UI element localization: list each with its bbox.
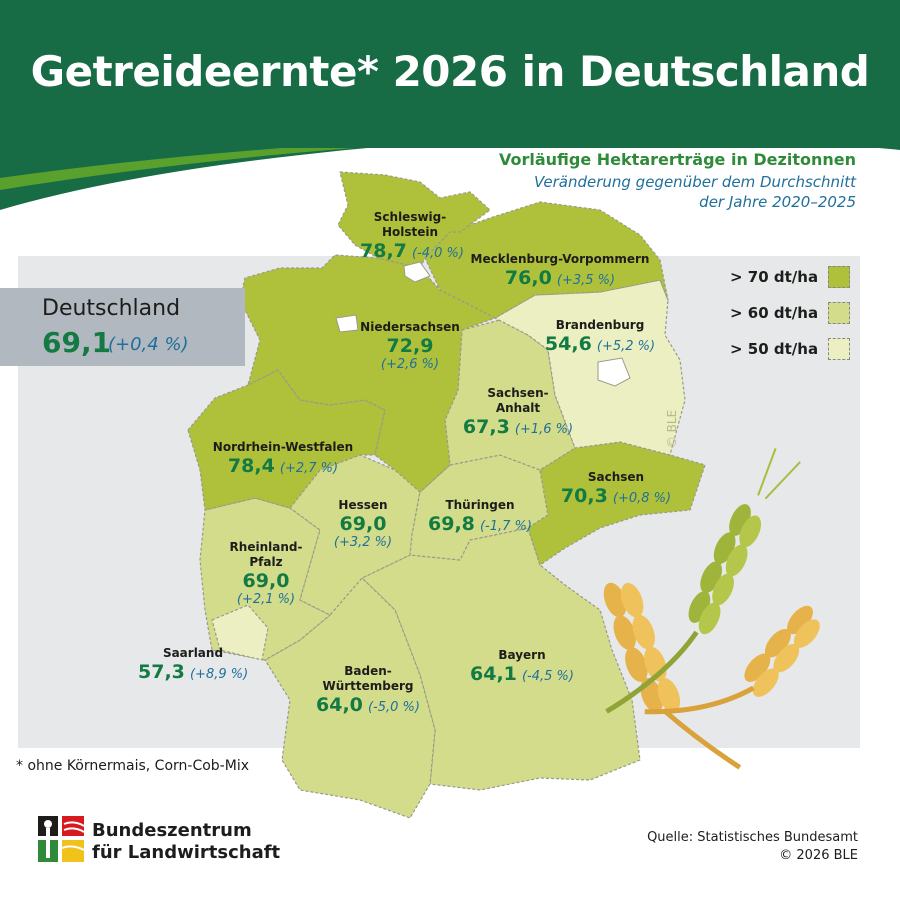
- legend-item-70: > 70 dt/ha: [730, 266, 850, 290]
- state-value: 54,6: [544, 333, 592, 355]
- state-name: Saarland: [162, 646, 224, 660]
- state-name: Sachsen: [587, 470, 645, 484]
- label-sachsen: Sachsen 70,3 (+0,8 %): [556, 470, 676, 507]
- logo-text-line2: für Landwirtschaft: [92, 842, 281, 863]
- state-value: 69,8: [428, 513, 475, 535]
- state-change: (+2,6 %): [380, 357, 440, 372]
- source-text: Quelle: Statistisches Bundesamt: [647, 830, 858, 845]
- national-name: Deutschland: [42, 296, 181, 321]
- legend-swatch: [828, 266, 850, 288]
- legend-item-50: > 50 dt/ha: [730, 338, 850, 362]
- state-value: 76,0: [504, 267, 552, 289]
- ble-logo-icon: [38, 816, 84, 862]
- state-change: (+2,7 %): [279, 461, 339, 476]
- national-box: [0, 288, 245, 366]
- state-value: 67,3: [462, 416, 510, 438]
- label-sachsen-anhalt: Sachsen- Anhalt 67,3 (+1,6 %): [458, 386, 578, 438]
- legend-item-60: > 60 dt/ha: [730, 302, 850, 326]
- state-mecklenburg-vorpommern: [424, 201, 669, 319]
- state-change: (+2,1 %): [236, 592, 296, 607]
- subtitle-change: Veränderung gegenüber dem Durchschnitt d…: [496, 172, 856, 212]
- footnote: * ohne Körnermais, Corn-Cob-Mix: [16, 758, 249, 774]
- subtitle: Vorläufige Hektarerträge in Dezitonnen: [498, 150, 856, 169]
- watermark: © BLE: [665, 409, 680, 449]
- state-value: 64,0: [316, 694, 363, 716]
- state-thueringen: [409, 454, 549, 561]
- state-name: Brandenburg: [555, 318, 645, 332]
- state-nordrhein-westfalen: [187, 369, 386, 511]
- label-brandenburg: Brandenburg 54,6 (+5,2 %): [540, 318, 660, 355]
- state-change: (+8,9 %): [189, 667, 249, 682]
- state-value: 78,7: [360, 240, 407, 262]
- state-name: Sachsen-: [487, 386, 549, 400]
- state-name-2: Pfalz: [249, 555, 283, 569]
- wheat-illustration: [603, 447, 820, 770]
- page-title: Getreideernte* 2026 in Deutschland: [30, 47, 870, 96]
- state-name-2: Holstein: [381, 225, 439, 239]
- label-rheinland-pfalz: Rheinland- Pfalz 69,0 (+2,1 %): [226, 540, 306, 607]
- state-niedersachsen: [239, 254, 496, 493]
- legend-label: > 70 dt/ha: [730, 268, 819, 286]
- state-change: (+3,2 %): [333, 535, 393, 550]
- state-change: (-5,0 %): [367, 700, 420, 715]
- state-name-2: Anhalt: [495, 401, 541, 415]
- label-bayern: Bayern 64,1 (-4,5 %): [462, 648, 582, 685]
- legend-swatch: [828, 338, 850, 360]
- state-name: Rheinland-: [229, 540, 303, 554]
- state-change: (-4,0 %): [411, 246, 464, 261]
- label-saarland: Saarland 57,3 (+8,9 %): [138, 646, 248, 683]
- state-value: 78,4: [227, 455, 275, 477]
- state-value: 57,3: [138, 661, 185, 683]
- state-change: (+3,5 %): [556, 273, 616, 288]
- state-change: (+0,8 %): [612, 491, 672, 506]
- state-change: (-1,7 %): [479, 519, 532, 534]
- berlin-hole: [597, 357, 631, 387]
- state-name: Schleswig-: [373, 210, 447, 224]
- state-name: Nordrhein-Westfalen: [212, 440, 354, 454]
- label-niedersachsen: Niedersachsen 72,9 (+2,6 %): [350, 320, 470, 372]
- state-value: 69,0: [242, 570, 290, 592]
- state-name: Niedersachsen: [360, 320, 460, 334]
- state-saarland: [211, 604, 269, 661]
- state-change: (+5,2 %): [596, 339, 656, 354]
- national-change: (+0,4 %): [108, 334, 189, 355]
- hamburg-hole: [403, 261, 431, 283]
- label-baden-wuerttemberg: Baden- Württemberg 64,0 (-5,0 %): [308, 664, 428, 716]
- legend-label: > 50 dt/ha: [730, 340, 819, 358]
- logo-text-line1: Bundeszentrum: [92, 820, 252, 841]
- state-value: 69,0: [339, 513, 387, 535]
- state-name: Baden-: [344, 664, 392, 678]
- state-value: 72,9: [386, 335, 434, 357]
- label-schleswig-holstein: Schleswig- Holstein 78,7 (-4,0 %): [360, 210, 464, 262]
- copyright-text: © 2026 BLE: [779, 848, 858, 863]
- state-change: (-4,5 %): [521, 669, 574, 684]
- state-value: 64,1: [470, 663, 517, 685]
- state-schleswig-holstein: [337, 171, 491, 269]
- bremen-hole: [335, 314, 359, 333]
- state-name: Thüringen: [445, 498, 515, 512]
- state-name-2: Württemberg: [322, 679, 414, 693]
- label-nordrhein-westfalen: Nordrhein-Westfalen 78,4 (+2,7 %): [208, 440, 358, 477]
- national-value: 69,1: [42, 326, 112, 359]
- label-mecklenburg-vorpommern: Mecklenburg-Vorpommern 76,0 (+3,5 %): [470, 252, 650, 289]
- state-change: (+1,6 %): [514, 422, 574, 437]
- subtitle-change-line1: Veränderung gegenüber dem Durchschnitt: [533, 173, 856, 191]
- state-name: Hessen: [338, 498, 388, 512]
- state-name: Mecklenburg-Vorpommern: [470, 252, 650, 266]
- state-value: 70,3: [560, 485, 608, 507]
- header-band: [0, 0, 900, 148]
- legend-swatch: [828, 302, 850, 324]
- subtitle-change-line2: der Jahre 2020–2025: [699, 193, 856, 211]
- label-hessen: Hessen 69,0 (+3,2 %): [318, 498, 408, 550]
- legend-label: > 60 dt/ha: [730, 304, 819, 322]
- label-thueringen: Thüringen 69,8 (-1,7 %): [420, 498, 540, 535]
- state-name: Bayern: [498, 648, 546, 662]
